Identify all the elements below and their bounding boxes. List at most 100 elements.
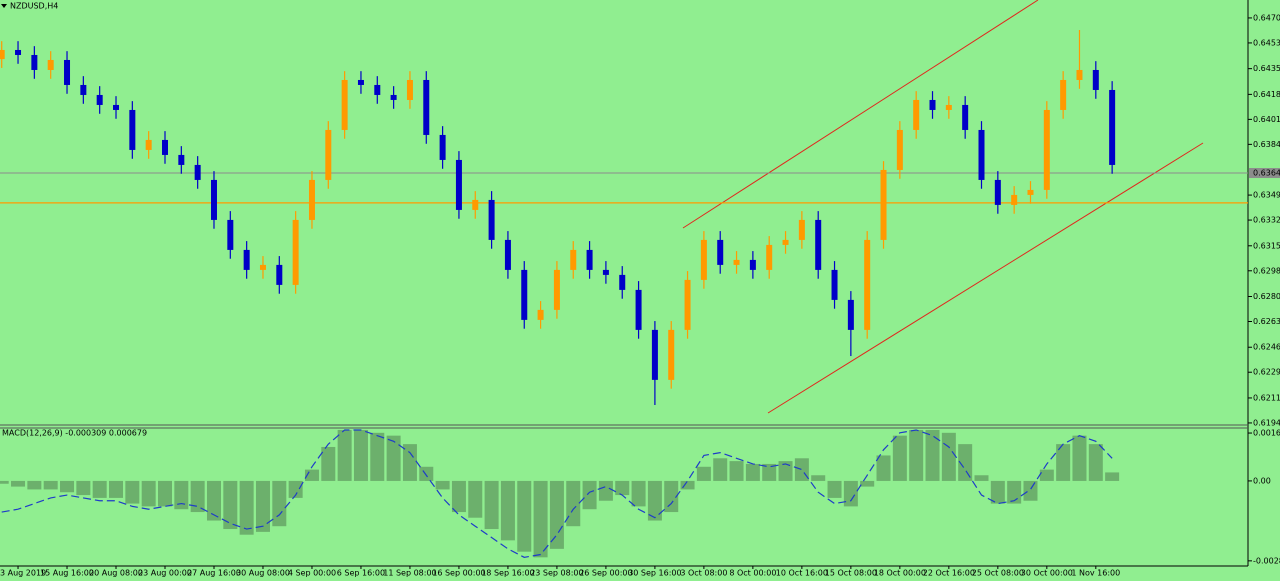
macd-bar xyxy=(990,480,1005,504)
candle-body xyxy=(423,79,430,135)
macd-bar xyxy=(762,463,777,481)
macd-bar xyxy=(1039,469,1054,481)
candle-body xyxy=(766,244,773,270)
x-tick-label: 23 Sep 08:00 xyxy=(530,569,583,578)
menu-arrow[interactable] xyxy=(1,4,7,8)
candle-body xyxy=(292,219,299,285)
y-tick-label: 0.63495 xyxy=(1253,191,1280,200)
x-tick-label: 15 Oct 08:00 xyxy=(825,569,877,578)
candle-body xyxy=(1027,189,1034,195)
candle-body xyxy=(847,299,854,330)
x-tick-label: 4 Sep 00:00 xyxy=(288,569,336,578)
candle-body xyxy=(96,94,103,105)
macd-bar xyxy=(0,480,9,484)
macd-bar xyxy=(223,480,238,530)
x-tick-label: 16 Sep 00:00 xyxy=(432,569,485,578)
candle-body xyxy=(162,139,168,155)
x-tick-label: 10 Oct 16:00 xyxy=(776,569,828,578)
x-tick-label: 18 Sep 16:00 xyxy=(481,569,534,578)
candle-body xyxy=(1060,79,1067,110)
candle-body xyxy=(31,54,38,70)
candle-body xyxy=(831,269,838,300)
macd-bar xyxy=(517,480,532,552)
candle-body xyxy=(374,84,381,95)
macd-bar xyxy=(598,480,613,501)
candle-body xyxy=(602,269,609,275)
candle-body xyxy=(1011,194,1018,205)
candle-body xyxy=(259,264,266,270)
x-tick-label: 22 Oct 16:00 xyxy=(923,569,975,578)
candle-body xyxy=(390,94,397,100)
macd-bar xyxy=(827,480,842,498)
macd-bar xyxy=(141,480,156,507)
candle-body xyxy=(178,154,185,165)
macd-bar xyxy=(174,480,189,510)
macd-bar xyxy=(92,480,107,498)
macd-bar xyxy=(125,480,140,504)
y-tick-label: -0.002824 xyxy=(1253,556,1280,565)
macd-bar xyxy=(1072,435,1087,481)
x-tick-label: 8 Oct 00:00 xyxy=(729,569,776,578)
x-tick-label: 15 Aug 16:00 xyxy=(40,569,94,578)
macd-bar xyxy=(925,429,940,481)
x-tick-label: 27 Aug 16:00 xyxy=(187,569,241,578)
macd-bar xyxy=(680,480,695,490)
macd-bar xyxy=(304,469,319,481)
candle-body xyxy=(978,129,985,180)
macd-bar xyxy=(451,480,466,513)
candle-body xyxy=(210,179,217,220)
candle-body xyxy=(325,129,332,180)
macd-bar xyxy=(778,461,793,481)
macd-bar xyxy=(909,429,924,481)
macd-bar xyxy=(272,480,287,527)
macd-bar xyxy=(892,435,907,481)
macd-bar xyxy=(109,480,124,498)
candle-body xyxy=(80,84,87,95)
candle-body xyxy=(782,239,789,245)
candle-body xyxy=(994,179,1001,205)
candle-body xyxy=(47,59,54,70)
candle-body xyxy=(308,179,315,220)
macd-bar xyxy=(402,444,417,481)
macd-bar xyxy=(843,480,858,507)
candle-body xyxy=(243,249,250,270)
candle-body xyxy=(619,274,626,290)
candle-body xyxy=(472,199,479,210)
macd-bar xyxy=(615,480,630,496)
macd-bar xyxy=(468,480,483,518)
candle-body xyxy=(668,329,675,380)
current-price-label: 0.63645 xyxy=(1253,169,1280,178)
candle-body xyxy=(145,139,152,150)
macd-bar xyxy=(206,480,221,521)
macd-bar xyxy=(370,432,385,481)
macd-bar xyxy=(566,480,581,527)
macd-bar xyxy=(419,466,434,481)
macd-bar xyxy=(435,480,450,490)
y-tick-label: 0.64355 xyxy=(1253,64,1280,73)
candle-body xyxy=(1109,89,1116,165)
y-tick-label: 0.63325 xyxy=(1253,216,1280,225)
x-tick-label: 25 Oct 08:00 xyxy=(972,569,1024,578)
macd-signal xyxy=(1,429,1113,558)
candle-body xyxy=(1076,69,1083,80)
y-tick-label: 0.001692 xyxy=(1253,429,1280,438)
candle-body xyxy=(276,264,283,285)
x-tick-label: 30 Oct 00:00 xyxy=(1021,569,1073,578)
macd-bar xyxy=(288,480,303,498)
macd-bar xyxy=(941,432,956,481)
candle-body xyxy=(488,199,495,240)
macd-bar xyxy=(664,480,679,513)
macd-bar xyxy=(745,463,760,481)
macd-bar xyxy=(1023,480,1038,501)
macd-bar xyxy=(549,480,564,549)
x-tick-label: 1 Nov 16:00 xyxy=(1071,569,1120,578)
macd-bar xyxy=(1056,444,1071,481)
candle-body xyxy=(504,239,511,270)
candle-body xyxy=(717,239,724,265)
